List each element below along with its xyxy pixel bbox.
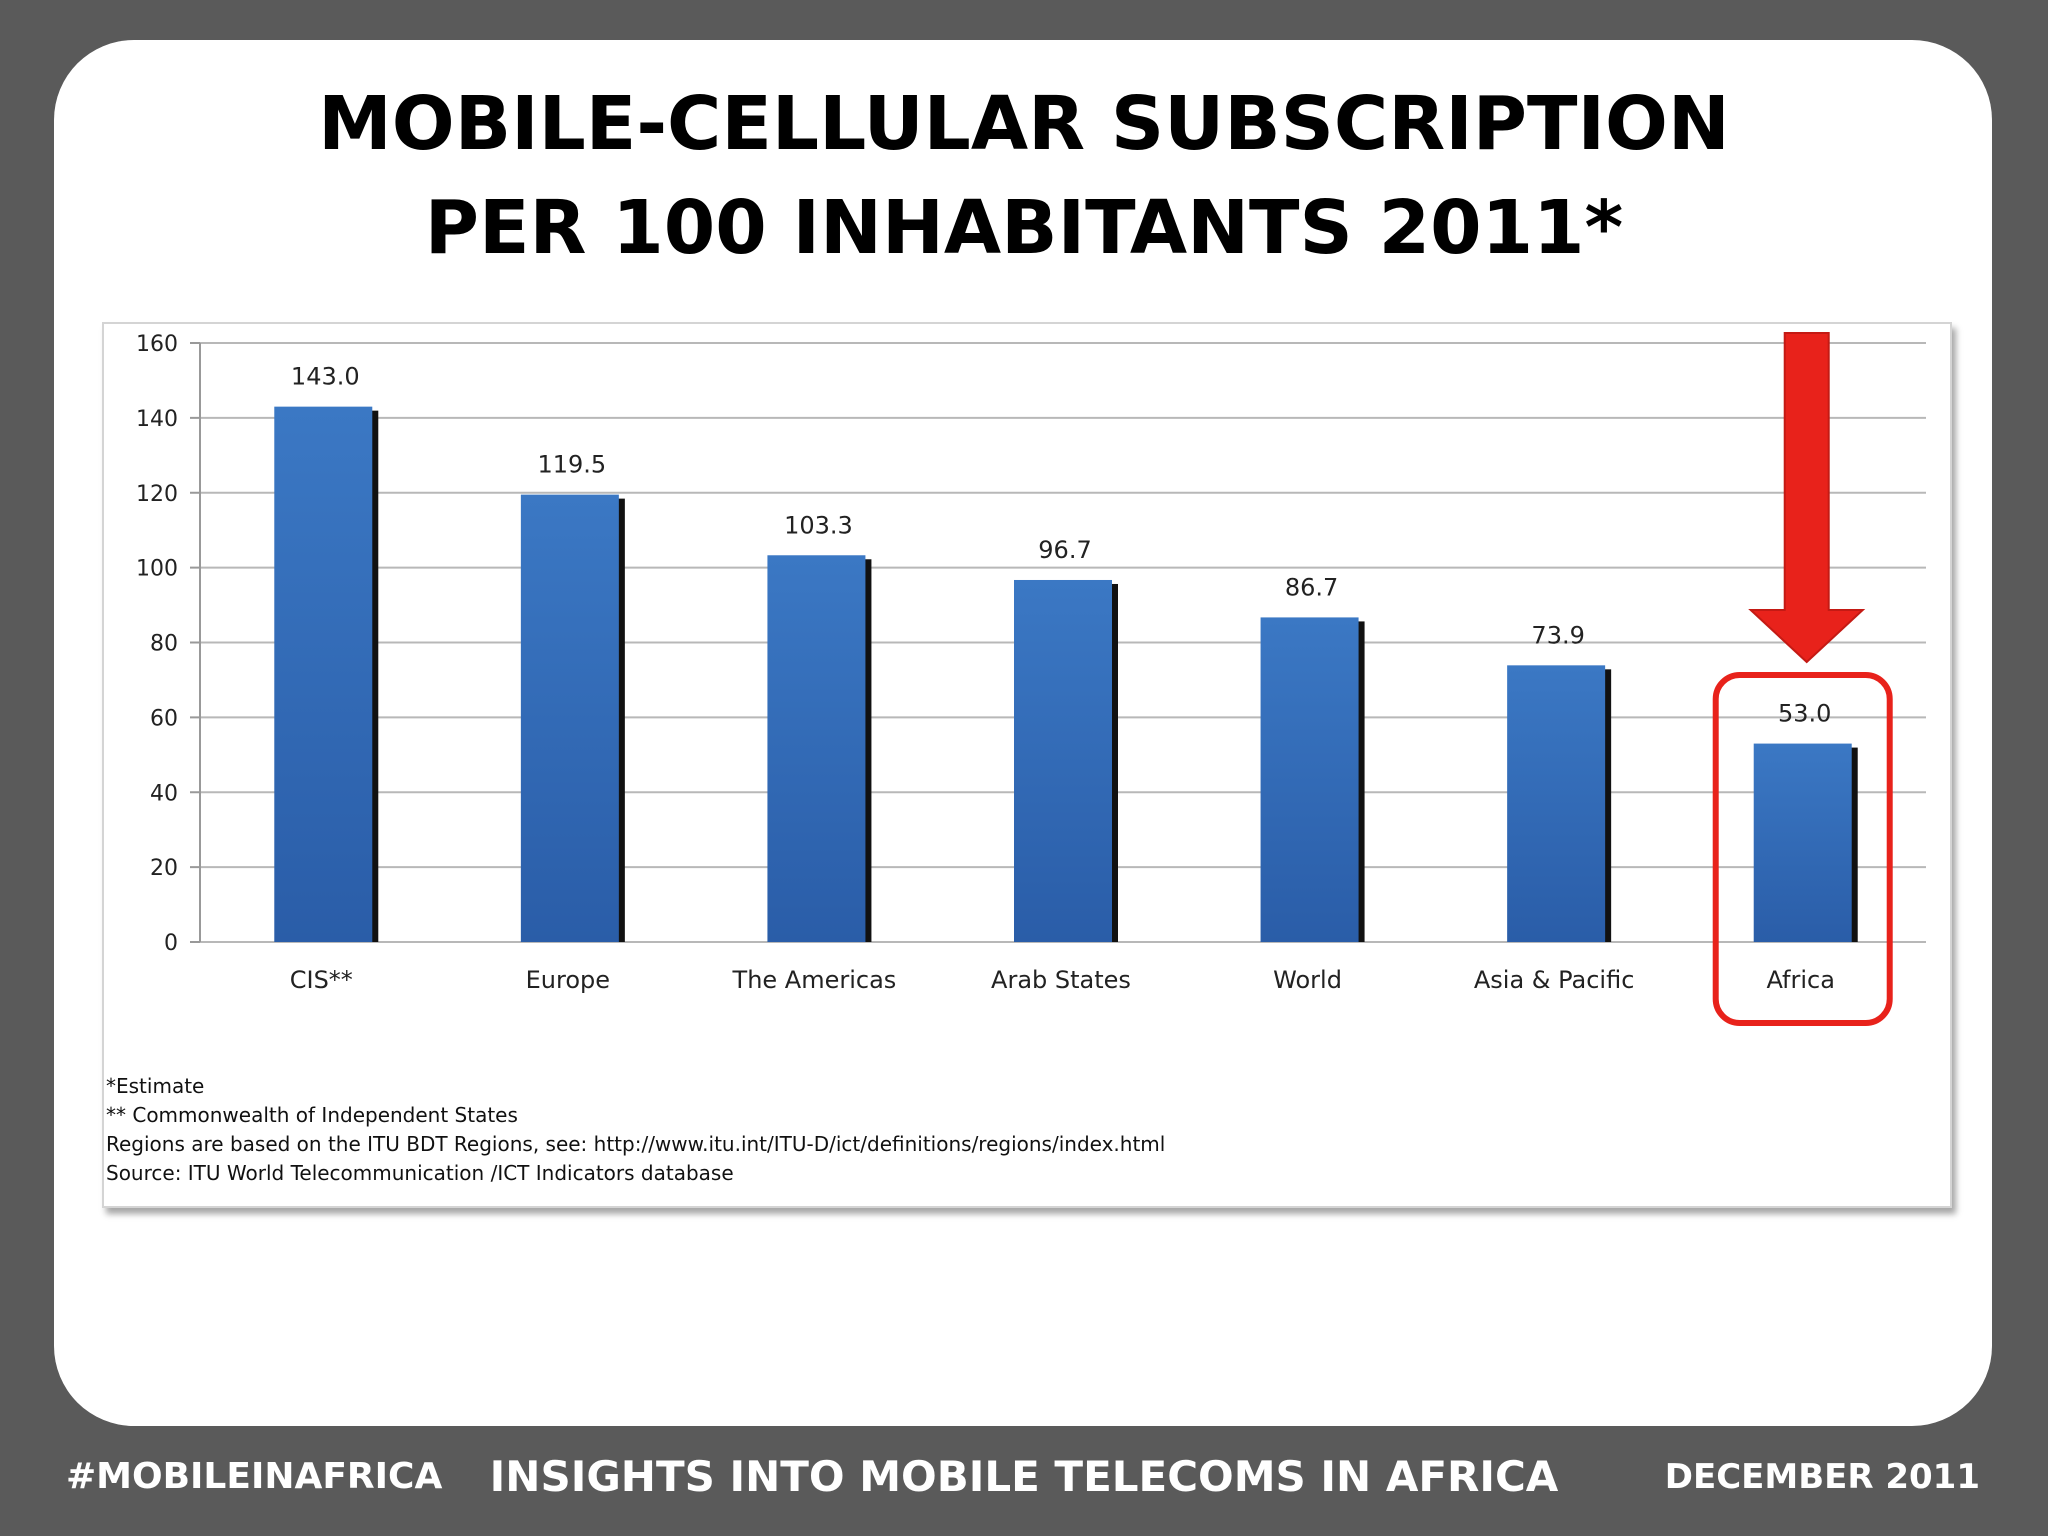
bar <box>1753 743 1852 942</box>
data-label: 86.7 <box>1285 573 1338 601</box>
data-label: 103.3 <box>784 511 853 539</box>
note-cis: ** Commonwealth of Independent States <box>106 1103 518 1127</box>
bar <box>1014 579 1112 942</box>
highlight-box <box>1712 672 1893 1026</box>
y-tick-label: 160 <box>136 332 178 357</box>
chart-panel <box>102 322 1952 1208</box>
title-line-1: MOBILE-CELLULAR SUBSCRIPTION <box>318 81 1730 167</box>
title-line-2: PER 100 INHABITANTS 2011* <box>424 185 1624 271</box>
bar <box>1507 665 1606 942</box>
note-source: Source: ITU World Telecommunication /ICT… <box>106 1161 734 1185</box>
footer-date: DECEMBER 2011 <box>1664 1457 1980 1497</box>
bar <box>274 406 373 942</box>
chart-notes: *Estimate ** Commonwealth of Independent… <box>106 1072 1165 1188</box>
bar <box>1260 617 1359 942</box>
y-tick-label: 120 <box>136 482 178 507</box>
slide-title: MOBILE-CELLULAR SUBSCRIPTION PER 100 INH… <box>0 72 2048 280</box>
down-arrow-icon <box>1748 332 1866 664</box>
category-label: The Americas <box>732 966 897 994</box>
footer-tagline: INSIGHTS INTO MOBILE TELECOMS IN AFRICA <box>489 1452 1559 1501</box>
data-label: 53.0 <box>1778 700 1831 728</box>
bar <box>767 555 866 942</box>
category-label: CIS** <box>290 966 353 994</box>
category-label: Asia & Pacific <box>1474 966 1635 994</box>
data-label: 73.9 <box>1531 621 1584 649</box>
category-label: Africa <box>1766 966 1834 994</box>
footer-hashtag: #MOBILEINAFRICA <box>66 1456 443 1497</box>
category-label: World <box>1273 966 1342 994</box>
note-estimate: *Estimate <box>106 1074 205 1098</box>
y-tick-label: 40 <box>150 781 178 806</box>
y-tick-label: 20 <box>150 856 178 881</box>
category-label: Arab States <box>991 966 1131 994</box>
data-label: 143.0 <box>291 363 360 391</box>
y-tick-label: 100 <box>136 557 178 582</box>
bar <box>520 494 619 942</box>
y-tick-label: 140 <box>136 407 178 432</box>
data-label: 119.5 <box>537 451 606 479</box>
y-tick-label: 80 <box>150 632 178 657</box>
note-regions: Regions are based on the ITU BDT Regions… <box>106 1132 1166 1156</box>
y-tick-label: 60 <box>150 706 178 731</box>
y-tick-label: 0 <box>164 931 178 956</box>
category-label: Europe <box>526 966 610 994</box>
data-label: 96.7 <box>1038 536 1091 564</box>
